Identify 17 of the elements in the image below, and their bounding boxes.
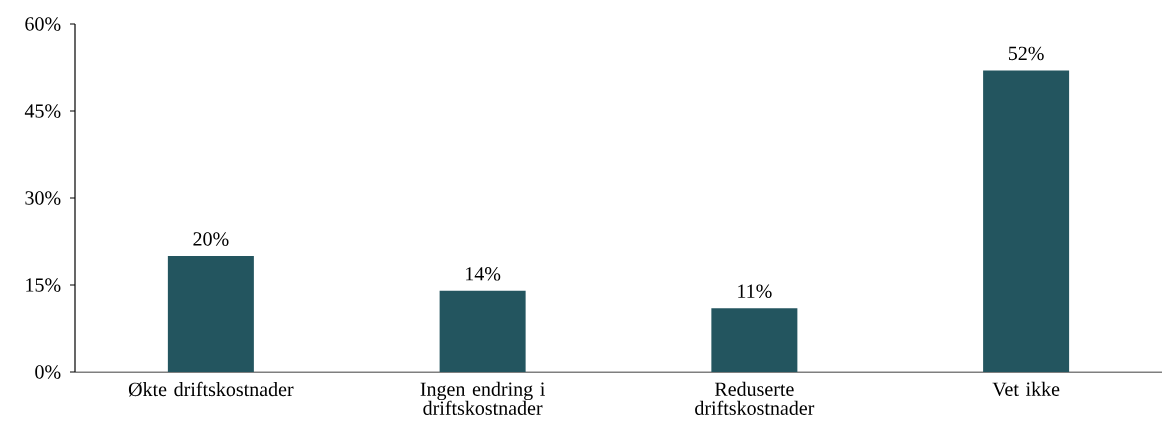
bar <box>983 70 1070 372</box>
data-label: 52% <box>1008 46 1044 61</box>
bar <box>167 256 254 372</box>
x-tick-label: Vet ikke <box>992 381 1060 397</box>
x-tick-label: Reduserte driftskostnader <box>695 381 815 415</box>
y-tick-label: 60% <box>25 17 61 31</box>
y-tick-label: 15% <box>26 278 61 292</box>
y-tick-label: 0% <box>35 365 61 379</box>
bar <box>711 308 798 372</box>
x-tick-label: Økte driftskostnader <box>128 381 294 397</box>
x-tick-label: Ingen endring i driftskostnader <box>420 381 545 415</box>
y-tick-label: 30% <box>25 191 61 205</box>
data-label: 20% <box>193 232 229 246</box>
data-label: 11% <box>738 284 772 298</box>
y-tick-label: 45% <box>24 104 61 118</box>
bar <box>439 290 526 372</box>
data-label: 14% <box>466 267 501 281</box>
